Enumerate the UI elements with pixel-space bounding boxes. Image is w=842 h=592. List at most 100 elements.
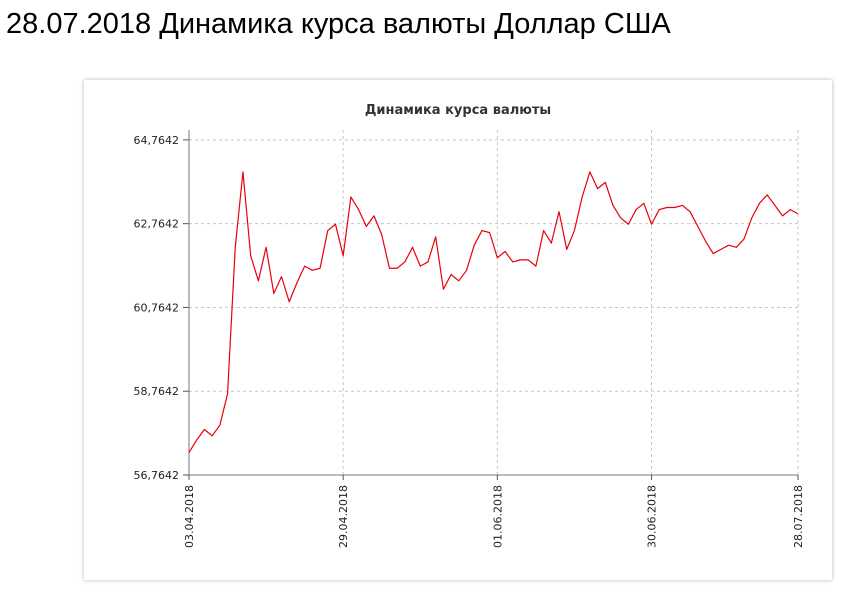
axes <box>188 130 798 476</box>
data-point <box>234 246 237 249</box>
data-point <box>511 260 514 263</box>
data-point <box>442 288 445 291</box>
data-point <box>319 267 322 270</box>
data-point <box>773 204 776 207</box>
data-point <box>450 273 453 276</box>
data-point <box>380 233 383 236</box>
data-point <box>280 275 283 278</box>
data-point <box>719 248 722 251</box>
data-point <box>203 428 206 431</box>
data-point <box>288 300 291 303</box>
data-point <box>426 260 429 263</box>
data-point <box>596 187 599 190</box>
data-point <box>527 258 530 261</box>
data-point <box>797 212 800 215</box>
data-point <box>696 225 699 228</box>
data-point <box>658 208 661 211</box>
data-point <box>704 240 707 243</box>
data-point <box>326 229 329 232</box>
y-tick-label: 58,7642 <box>134 385 180 398</box>
data-point <box>373 214 376 217</box>
data-point <box>588 170 591 173</box>
data-point <box>689 210 692 213</box>
data-point <box>211 434 214 437</box>
data-point <box>611 204 614 207</box>
data-point <box>781 214 784 217</box>
x-tick-label: 03.04.2018 <box>183 485 196 548</box>
data-point <box>735 246 738 249</box>
data-point <box>496 256 499 259</box>
y-tick-label: 62,7642 <box>134 218 180 231</box>
data-point <box>403 260 406 263</box>
data-point <box>627 223 630 226</box>
x-axis-ticks: 03.04.2018 29.04.2018 01.06.2018 30.06.2018… <box>183 475 805 548</box>
y-axis-ticks: 56,7642 58,7642 60,7642 62,7642 64,7642 <box>134 134 189 482</box>
data-point <box>434 235 437 238</box>
series-line <box>188 171 799 453</box>
data-point <box>581 196 584 199</box>
data-point <box>750 216 753 219</box>
chart-title: Динамика курса валюты <box>365 103 551 118</box>
data-point <box>534 265 537 268</box>
data-point <box>218 424 221 427</box>
data-point <box>419 265 422 268</box>
data-point <box>342 254 345 257</box>
data-point <box>558 210 561 213</box>
data-point <box>665 206 668 209</box>
data-point <box>241 170 244 173</box>
x-tick-label: 29.04.2018 <box>337 485 350 548</box>
line-chart: Динамика курса валюты 56,7642 58,7642 60,7… <box>134 103 806 548</box>
data-point <box>388 267 391 270</box>
data-point <box>249 254 252 257</box>
data-point <box>295 281 298 284</box>
data-point <box>465 269 468 272</box>
data-point <box>789 208 792 211</box>
data-point <box>357 208 360 211</box>
data-point <box>411 246 414 249</box>
data-point <box>712 252 715 255</box>
x-tick-label: 28.07.2018 <box>792 485 805 548</box>
data-point <box>681 204 684 207</box>
data-point <box>619 216 622 219</box>
data-point <box>226 392 229 395</box>
data-point <box>758 202 761 205</box>
data-point <box>504 250 507 253</box>
data-point <box>265 246 268 249</box>
y-tick-label: 60,7642 <box>134 301 180 314</box>
y-tick-label: 64,7642 <box>134 134 180 147</box>
data-point <box>573 229 576 232</box>
data-point <box>334 223 337 226</box>
page-title: 28.07.2018 Динамика курса валюты Доллар … <box>6 8 671 40</box>
data-point <box>257 279 260 282</box>
data-point <box>635 208 638 211</box>
data-point <box>519 258 522 261</box>
x-tick-label: 30.06.2018 <box>646 485 659 548</box>
data-point <box>272 292 275 295</box>
data-point <box>188 451 191 454</box>
data-point <box>457 279 460 282</box>
data-point <box>480 229 483 232</box>
data-point <box>743 237 746 240</box>
data-point <box>365 225 368 228</box>
data-point <box>396 267 399 270</box>
data-point <box>488 231 491 234</box>
y-tick-label: 56,7642 <box>134 469 180 482</box>
data-point <box>542 229 545 232</box>
data-point <box>303 265 306 268</box>
data-point <box>642 202 645 205</box>
data-point <box>673 206 676 209</box>
data-point <box>195 438 198 441</box>
data-point <box>604 181 607 184</box>
x-tick-label: 01.06.2018 <box>491 485 504 548</box>
chart-panel: Динамика курса валюты 56,7642 58,7642 60,7… <box>84 80 832 580</box>
data-point <box>766 193 769 196</box>
data-point <box>727 244 730 247</box>
series-dollar-rate <box>188 170 800 454</box>
data-point <box>565 248 568 251</box>
grid-lines <box>188 130 799 475</box>
data-point <box>311 269 314 272</box>
data-point <box>349 196 352 199</box>
data-point <box>650 223 653 226</box>
data-point <box>473 244 476 247</box>
data-point <box>550 242 553 245</box>
